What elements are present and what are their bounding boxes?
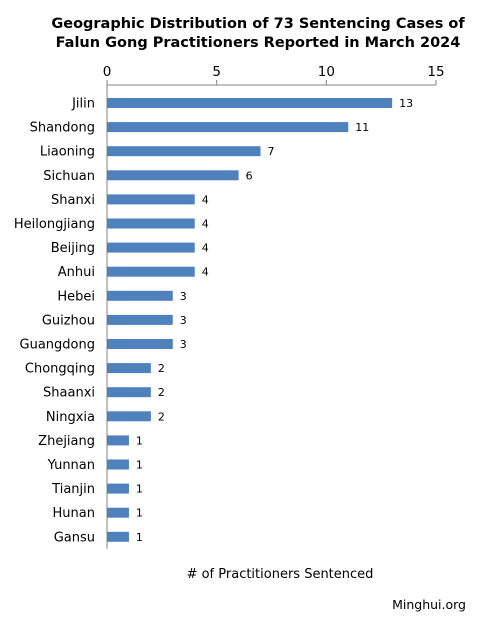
x-axis-label: # of Practitioners Sentenced — [187, 567, 374, 582]
category-label: Sichuan — [43, 169, 95, 184]
title-line: Falun Gong Practitioners Reported in Mar… — [56, 35, 461, 51]
bar — [107, 218, 195, 229]
bar — [107, 122, 349, 133]
bar — [107, 483, 129, 494]
bar — [107, 531, 129, 542]
bar — [107, 146, 261, 157]
category-label: Anhui — [58, 265, 95, 280]
category-label: Guangdong — [20, 338, 95, 353]
data-label: 1 — [136, 483, 143, 496]
category-label: Shaanxi — [43, 386, 95, 401]
category-label: Zhejiang — [38, 434, 95, 449]
data-label: 4 — [202, 242, 209, 255]
bar — [107, 507, 129, 518]
source-credit: Minghui.org — [392, 597, 466, 612]
data-label: 2 — [158, 410, 165, 423]
bar — [107, 411, 151, 422]
bar — [107, 98, 393, 108]
data-label: 7 — [268, 145, 275, 158]
category-label: Ningxia — [46, 410, 95, 425]
data-label: 1 — [136, 531, 143, 544]
category-label: Guizhou — [42, 313, 95, 328]
data-label: 4 — [202, 266, 209, 279]
category-label: Tianjin — [51, 482, 95, 497]
chart-title: Geographic Distribution of 73 Sentencing… — [51, 16, 465, 51]
category-labels: Jilin Shandong Liaoning Sichuan Shanxi Heilon… — [14, 97, 95, 546]
category-label: Liaoning — [40, 145, 95, 160]
bars — [107, 98, 393, 542]
bar — [107, 363, 151, 374]
data-label: 1 — [136, 507, 143, 520]
data-label: 3 — [180, 314, 187, 327]
bar — [107, 387, 151, 398]
category-label: Hunan — [53, 506, 95, 521]
category-label: Gansu — [54, 530, 95, 545]
x-axis: 0 5 10 15 — [103, 64, 445, 549]
data-label: 2 — [158, 362, 165, 375]
bar — [107, 290, 173, 301]
category-label: Beijing — [51, 241, 95, 256]
data-label: 4 — [202, 193, 209, 206]
data-label: 1 — [136, 434, 143, 447]
x-tick-label: 10 — [318, 64, 335, 80]
data-label: 3 — [180, 338, 187, 351]
data-label: 13 — [399, 97, 413, 110]
bar — [107, 459, 129, 470]
bar — [107, 266, 195, 277]
bar — [107, 314, 173, 325]
category-label: Jilin — [71, 97, 95, 112]
title-line: Geographic Distribution of 73 Sentencing… — [51, 16, 465, 32]
x-tick-label: 0 — [103, 64, 112, 80]
bar — [107, 339, 173, 349]
x-tick-label: 5 — [212, 64, 221, 80]
category-label: Yunnan — [47, 458, 95, 473]
data-label: 2 — [158, 386, 165, 399]
category-label: Chongqing — [25, 362, 95, 377]
bar — [107, 194, 195, 205]
data-label: 11 — [355, 121, 369, 134]
bar — [107, 242, 195, 253]
data-label: 1 — [136, 459, 143, 472]
category-label: Heilongjiang — [14, 217, 95, 232]
data-label: 6 — [246, 169, 253, 182]
category-label: Shandong — [30, 121, 95, 136]
data-label: 3 — [180, 290, 187, 303]
bar — [107, 170, 239, 181]
x-tick-label: 15 — [427, 64, 444, 80]
category-label: Shanxi — [51, 193, 95, 208]
data-label: 4 — [202, 218, 209, 231]
category-label: Hebei — [57, 289, 95, 304]
bar — [107, 435, 129, 446]
